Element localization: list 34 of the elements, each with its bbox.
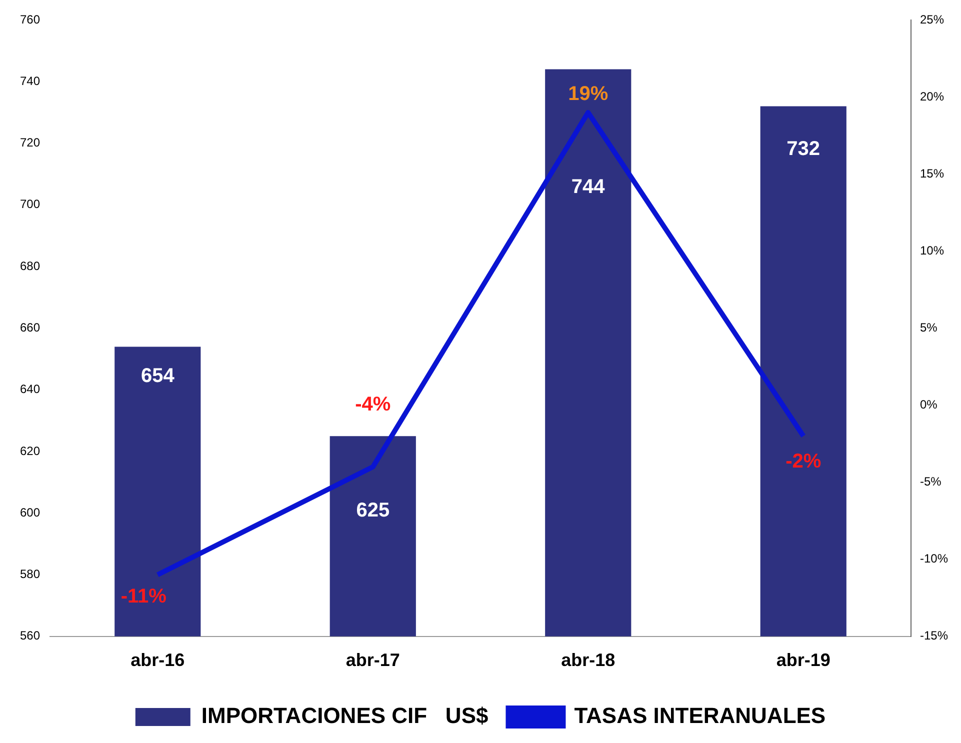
y-tick-label: 560 [20,628,40,643]
y-tick-label: 580 [20,567,40,582]
y2-tick-label: -10% [920,552,948,566]
y2-tick-label: 25% [920,12,944,26]
y2-tick-label: -5% [920,474,942,489]
y2-tick-label: 0% [920,398,938,412]
legend-label: TASAS INTERANUALES [574,703,826,728]
y-tick-label: 720 [20,136,40,150]
y2-tick-label: 20% [920,89,944,104]
y-tick-label: 600 [20,505,40,520]
y2-tick-label: -15% [920,628,948,643]
data-label: 625 [356,500,390,522]
y-tick-label: 740 [20,74,40,88]
y-tick-label: 660 [20,320,40,335]
y-tick-label: 640 [20,382,40,396]
data-label: 732 [786,138,820,160]
x-tick-label: abr-18 [561,650,616,670]
y2-tick-label: 5% [920,320,938,335]
y-tick-label: 700 [20,197,40,212]
y-tick-label: 680 [20,258,40,273]
y2-tick-label: 10% [920,243,944,258]
x-tick-label: abr-19 [776,650,830,670]
y-tick-label: 620 [20,444,40,458]
data-label: 654 [140,365,176,388]
x-tick-label: abr-16 [130,650,185,670]
y-tick-label: 760 [20,12,40,26]
legend-label: IMPORTACIONES CIF US$ [201,703,488,728]
data-label: -11% [120,585,167,608]
data-label: 744 [571,176,606,198]
data-label: 19% [568,82,608,105]
data-label: -2% [786,450,822,473]
x-tick-label: abr-17 [346,650,400,670]
data-label: -4% [355,393,391,416]
y2-tick-label: 15% [920,166,944,180]
